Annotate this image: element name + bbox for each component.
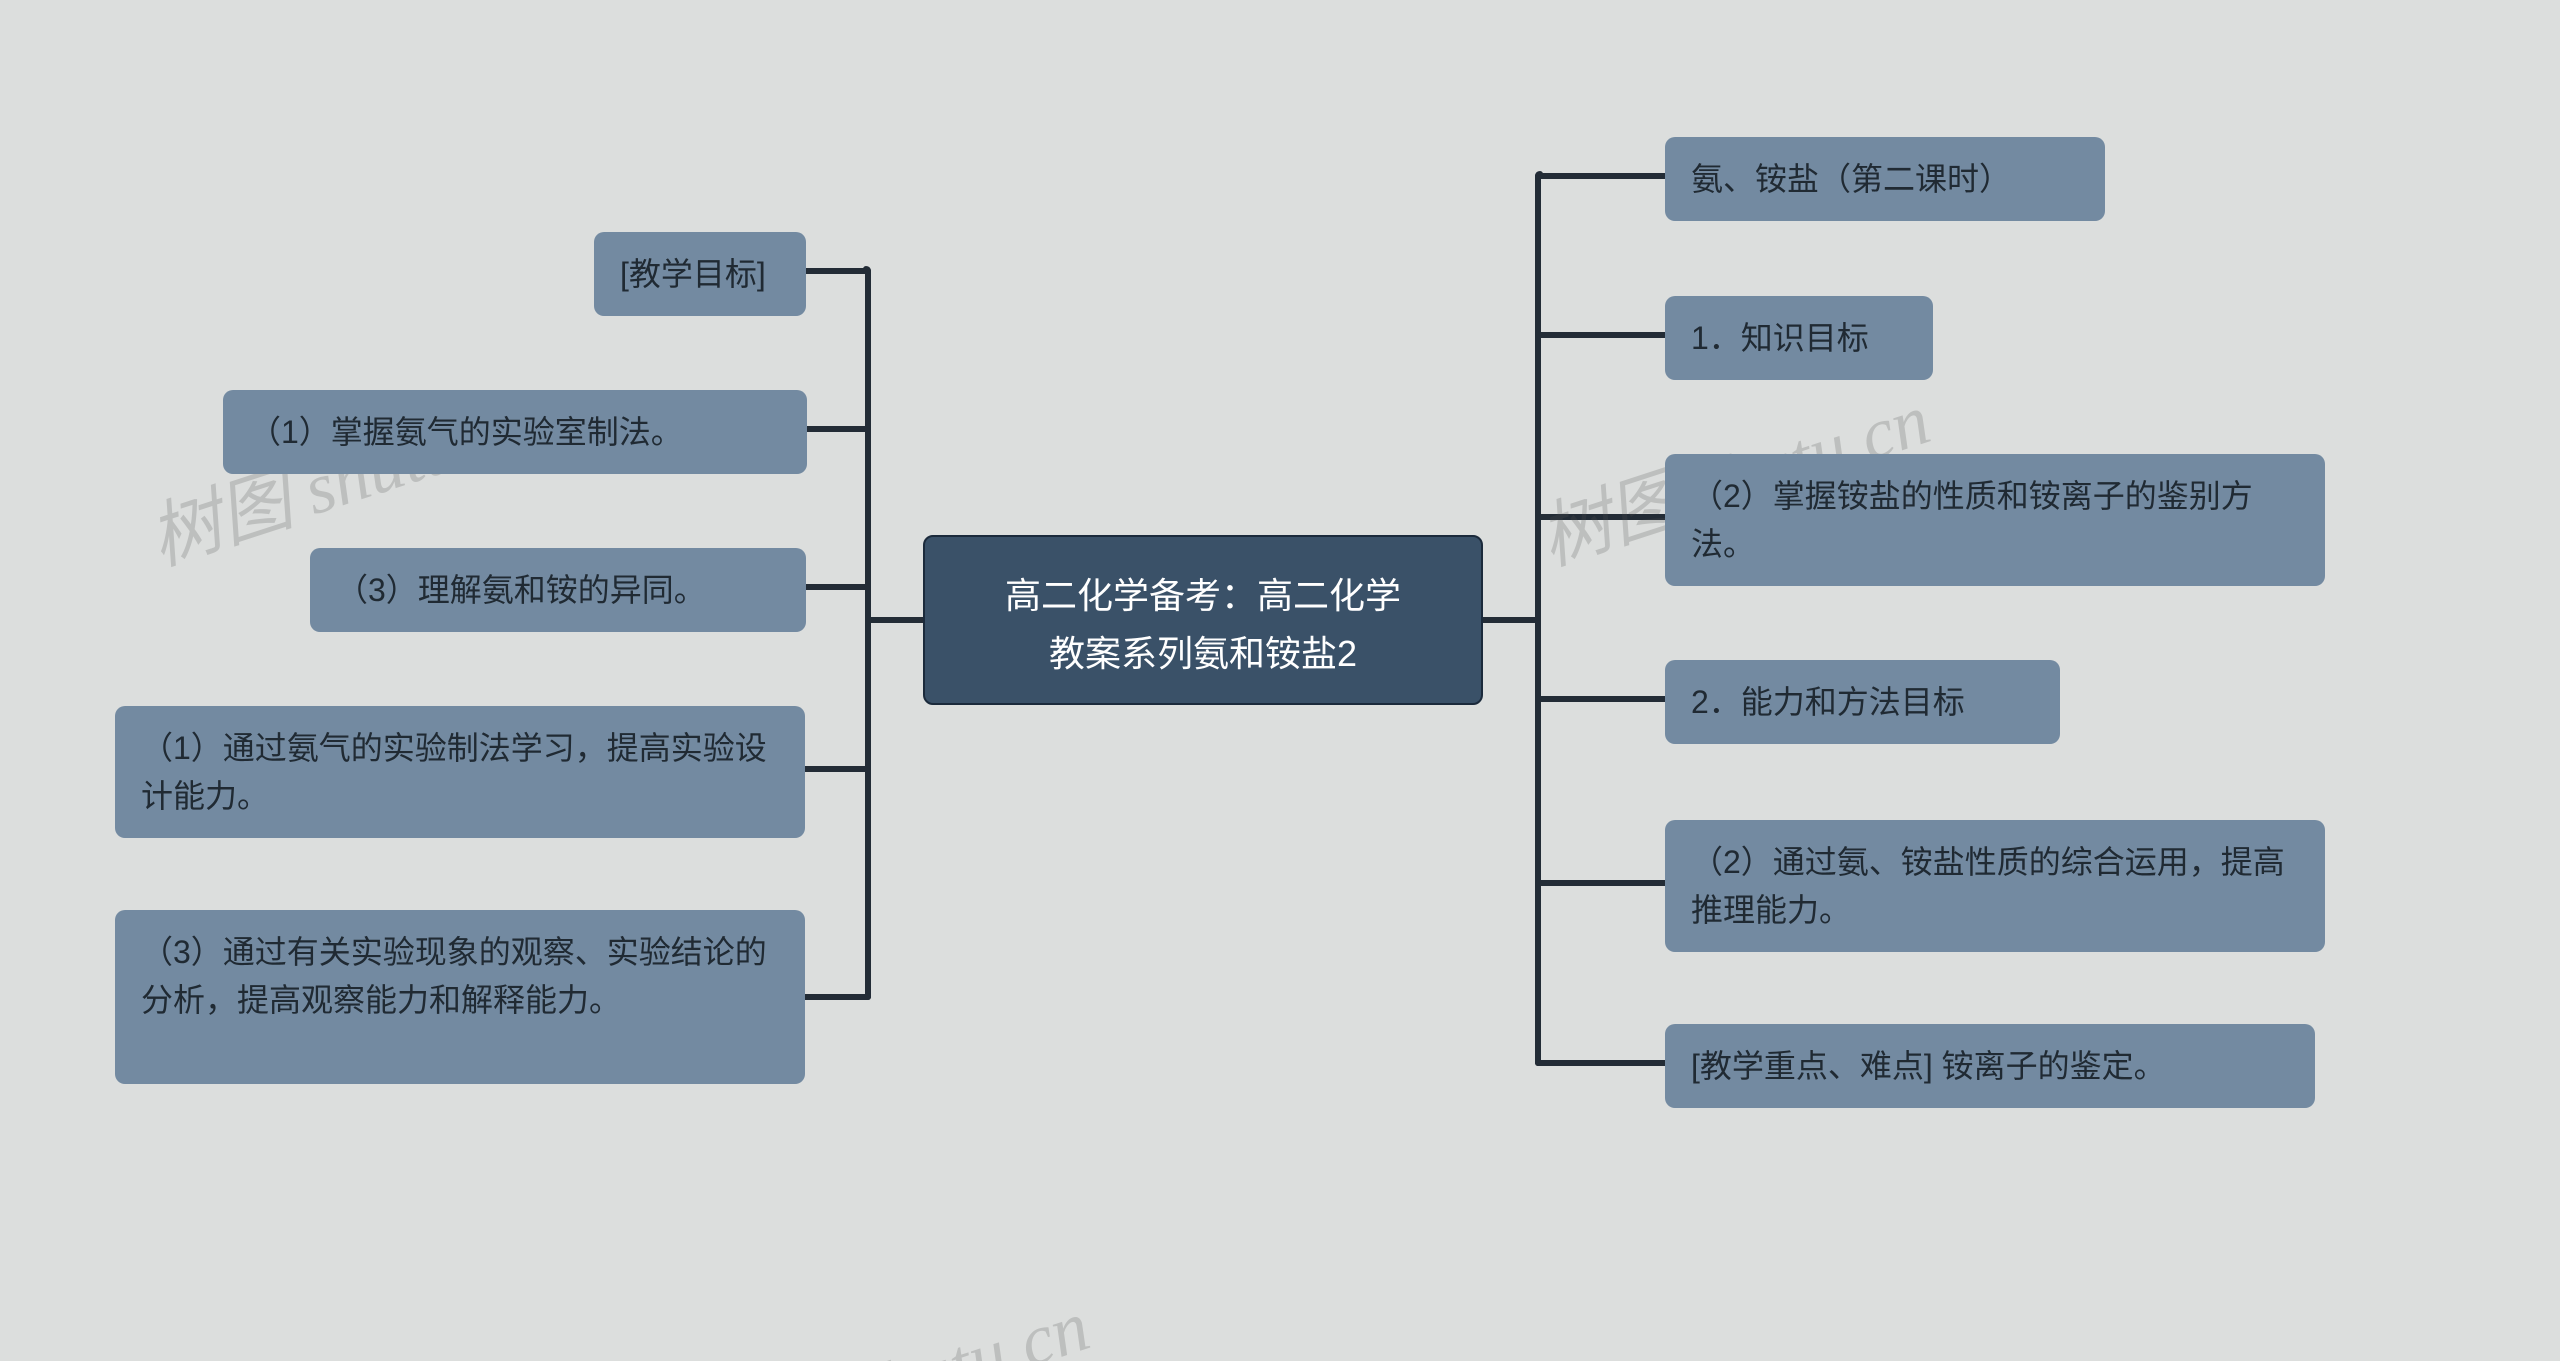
center-line1: 高二化学备考：高二化学 — [965, 567, 1441, 625]
right-branch-2: 1．知识目标 — [1665, 296, 1933, 380]
right-branch-3: （2）掌握铵盐的性质和铵离子的鉴别方法。 — [1665, 454, 2325, 586]
right-branch-1: 氨、铵盐（第二课时） — [1665, 137, 2105, 221]
center-line2: 教案系列氨和铵盐2 — [965, 625, 1441, 683]
left-branch-1: [教学目标] — [594, 232, 806, 316]
left-branch-4: （1）通过氨气的实验制法学习，提高实验设计能力。 — [115, 706, 805, 838]
left-branch-3: （3）理解氨和铵的异同。 — [310, 548, 806, 632]
right-branch-5: （2）通过氨、铵盐性质的综合运用，提高推理能力。 — [1665, 820, 2325, 952]
center-node: 高二化学备考：高二化学 教案系列氨和铵盐2 — [923, 535, 1483, 705]
watermark-3: shutu.cn — [843, 1285, 1099, 1361]
left-branch-2: （1）掌握氨气的实验室制法。 — [223, 390, 807, 474]
right-branch-4: 2．能力和方法目标 — [1665, 660, 2060, 744]
right-branch-6: [教学重点、难点] 铵离子的鉴定。 — [1665, 1024, 2315, 1108]
left-branch-5: （3）通过有关实验现象的观察、实验结论的分析，提高观察能力和解释能力。 — [115, 910, 805, 1084]
